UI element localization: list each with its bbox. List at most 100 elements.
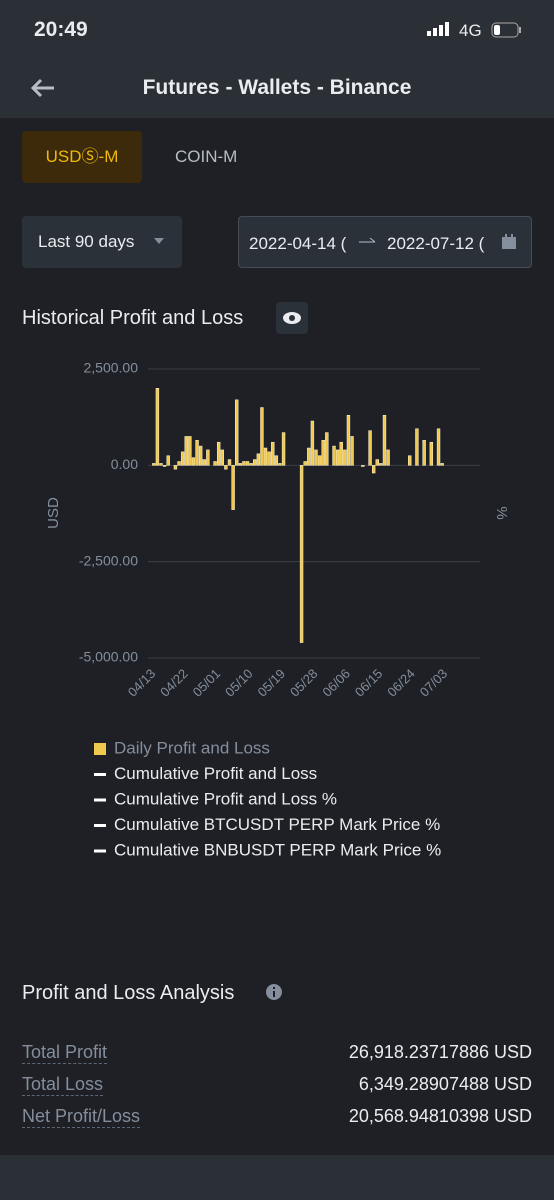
bar: [227, 459, 232, 466]
y-tick-label: -2,500.00: [79, 552, 138, 568]
bar: [242, 461, 246, 466]
bar: [238, 463, 242, 466]
bar: [361, 465, 365, 467]
bar: [346, 414, 351, 466]
legend-label: Cumulative BTCUSDT PERP Mark Price %: [114, 815, 440, 834]
bar: [368, 430, 372, 466]
bar: [415, 428, 419, 466]
bar: [371, 465, 376, 474]
x-tick-label: 05/10: [222, 666, 256, 700]
x-tick-label: 06/24: [384, 666, 418, 700]
x-tick-label: 04/22: [157, 666, 191, 700]
legend-swatch: [94, 743, 106, 755]
bar: [202, 459, 206, 466]
bar: [253, 459, 257, 466]
chart-title: Historical Profit and Loss: [22, 307, 244, 329]
bar: [408, 455, 412, 466]
x-tick-label: 05/19: [254, 666, 288, 700]
info-icon[interactable]: [265, 983, 283, 1001]
bar: [429, 441, 434, 466]
bar: [386, 449, 390, 466]
top-bar: 20:49 4G Futures - Wallets - Binance: [0, 0, 554, 118]
bar: [375, 459, 379, 466]
signal-icon: [427, 22, 453, 36]
bar: [256, 453, 261, 466]
bar: [314, 449, 318, 466]
y-axis-label: USD: [45, 497, 62, 529]
bar: [245, 461, 250, 466]
tab-coinm[interactable]: COIN-M: [175, 147, 238, 166]
bar: [213, 461, 217, 466]
bar: [159, 463, 163, 466]
page-title: Futures - Wallets - Binance: [142, 76, 412, 99]
bar: [195, 440, 199, 466]
x-tick-label: 07/03: [417, 666, 451, 700]
bar: [249, 463, 253, 466]
x-tick-label: 05/28: [287, 666, 321, 700]
legend-swatch: [94, 798, 106, 802]
bar: [231, 465, 235, 510]
row-value: 26,918.23717886 USD: [348, 1042, 532, 1062]
bar: [198, 445, 203, 466]
bar: [321, 440, 325, 466]
bar: [184, 436, 188, 466]
period-select[interactable]: Last 90 days: [22, 216, 182, 268]
legend-label: Cumulative Profit and Loss: [114, 764, 317, 783]
analysis-row: Total Profit 26,918.23717886 USD: [22, 1042, 532, 1072]
bar: [224, 465, 228, 470]
bar: [350, 436, 354, 466]
toggle-visibility[interactable]: [276, 302, 308, 334]
legend-swatch: [94, 773, 106, 776]
legend-label: Cumulative BNBUSDT PERP Mark Price %: [114, 840, 441, 859]
y-tick-label: 0.00: [111, 456, 138, 472]
end-date: 2022-07-12 (: [387, 234, 485, 253]
bar: [281, 432, 286, 466]
legend-label: Cumulative Profit and Loss %: [114, 789, 337, 808]
back-button[interactable]: [28, 76, 58, 100]
bar: [180, 451, 185, 466]
status-time: 20:49: [34, 18, 88, 41]
bar: [191, 457, 196, 466]
date-range[interactable]: 2022-04-14 ( 2022-07-12 (: [238, 216, 532, 268]
bar: [335, 449, 340, 466]
legend-swatch: [94, 849, 106, 853]
bar: [278, 463, 282, 466]
bar: [310, 420, 315, 466]
analysis-row: Total Loss 6,349.28907488 USD: [22, 1074, 532, 1104]
bar: [343, 449, 347, 466]
tab-label: USDⓈ-M: [45, 147, 119, 166]
analysis-title: Profit and Loss Analysis: [22, 982, 235, 1004]
bar: [188, 436, 192, 466]
row-label[interactable]: Net Profit/Loss: [22, 1106, 141, 1128]
bar: [177, 461, 181, 466]
tab-usdm[interactable]: USDⓈ-M: [22, 131, 142, 183]
bar: [436, 428, 441, 466]
bar: [299, 465, 304, 643]
row-value: 6,349.28907488 USD: [358, 1074, 532, 1094]
x-tick-label: 06/15: [352, 666, 386, 700]
bar: [317, 455, 322, 466]
x-tick-label: 04/13: [125, 666, 159, 700]
row-label[interactable]: Total Loss: [22, 1074, 104, 1096]
bottom-bar: [0, 1155, 554, 1200]
x-tick-label: 06/06: [319, 666, 353, 700]
bar: [422, 440, 426, 466]
bar: [216, 441, 221, 466]
network: 4G: [459, 21, 482, 40]
bar: [220, 449, 224, 466]
x-tick-label: 05/01: [190, 666, 224, 700]
analysis-row: Net Profit/Loss 20,568.94810398 USD: [22, 1106, 532, 1136]
legend-label: Daily Profit and Loss: [114, 738, 270, 757]
bar: [307, 447, 311, 466]
bar: [274, 455, 279, 466]
bar: [260, 407, 264, 466]
y-tick-label: 2,500.00: [84, 360, 139, 376]
bar: [271, 441, 275, 466]
y-tick-label: -5,000.00: [79, 649, 138, 665]
bar: [206, 449, 210, 466]
bar: [382, 414, 387, 466]
bar: [162, 465, 167, 467]
row-label[interactable]: Total Profit: [22, 1042, 108, 1064]
bar: [152, 463, 156, 466]
